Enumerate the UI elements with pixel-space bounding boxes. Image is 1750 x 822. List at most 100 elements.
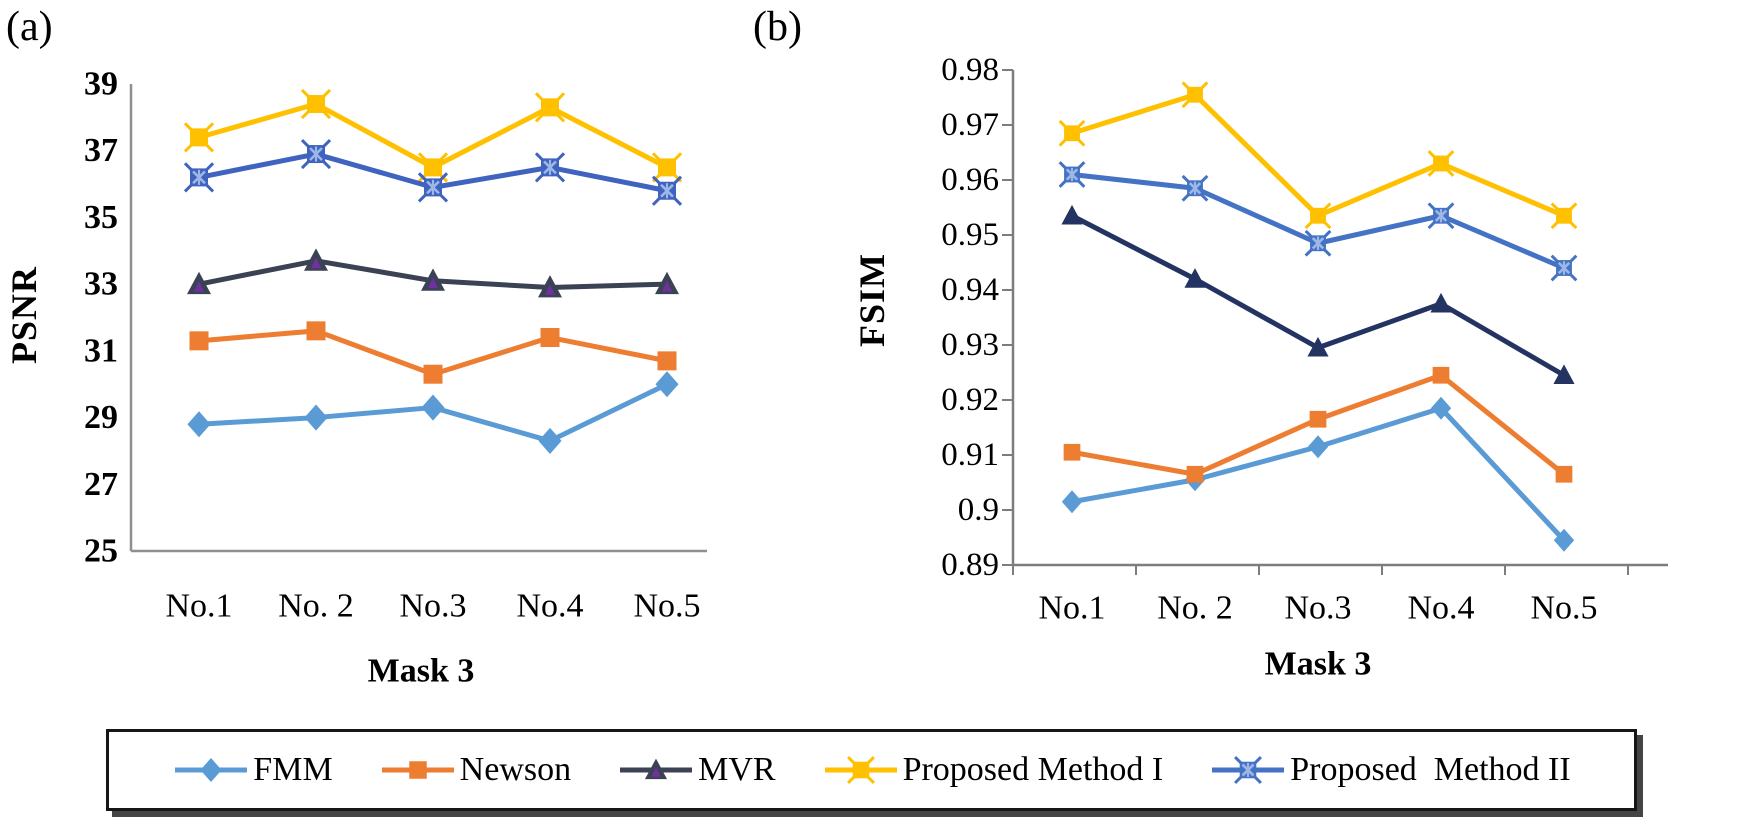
series-newson — [189, 321, 677, 384]
panel-a-label: (a) — [6, 4, 53, 50]
y-tick-label: 37 — [84, 132, 118, 169]
legend-label: Proposed Method II — [1290, 751, 1571, 788]
series-proposed-method-i — [1058, 81, 1578, 230]
marker-diamond — [187, 411, 211, 438]
y-tick-label: 0.95 — [941, 217, 999, 253]
marker-triangle — [1307, 336, 1329, 357]
series-line — [1069, 405, 1567, 543]
x-category-label: No. 2 — [1157, 590, 1233, 627]
series-line — [196, 101, 670, 170]
y-axis-title-fsim: FSIM — [852, 253, 892, 347]
marker-square — [1186, 465, 1204, 483]
marker-triangle — [1184, 268, 1206, 288]
legend-label: FMM — [253, 751, 333, 788]
marker-diamond — [200, 758, 222, 782]
marker-square-x — [1550, 202, 1578, 230]
marker-square — [189, 331, 209, 351]
y-tick-label: 0.96 — [941, 162, 999, 198]
marker-square-x — [651, 152, 683, 183]
proposed-method-i-legend-glyph — [824, 756, 897, 784]
marker-triangle — [1553, 364, 1575, 384]
marker-square-x — [417, 172, 449, 203]
marker-triangle — [538, 275, 562, 298]
legend-items: FMM Newson MVR Proposed Method I Proposed Me… — [109, 732, 1634, 808]
x-category-label: No.4 — [516, 588, 583, 625]
marker-square-x — [534, 152, 566, 183]
marker-diamond — [1307, 435, 1329, 459]
legend-item-mvr: MVR — [617, 751, 776, 789]
y-axis-title-psnr: PSNR — [4, 265, 44, 365]
y-tick-label: 25 — [84, 533, 118, 570]
x-category-label: No.4 — [1407, 590, 1474, 627]
series-mvr — [1061, 204, 1575, 384]
series-fmm — [187, 371, 679, 454]
fmm-legend-glyph — [175, 758, 248, 782]
legend-label: MVR — [698, 751, 776, 788]
marker-square-x — [846, 756, 875, 784]
y-tick-label: 0.89 — [941, 547, 999, 583]
marker-square-x — [183, 162, 215, 193]
mvr-legend-glyph — [620, 758, 693, 780]
marker-triangle — [187, 271, 211, 295]
x-category-label: No.3 — [1284, 590, 1351, 627]
y-tick-label: 39 — [84, 66, 118, 103]
y-tick-label: 0.97 — [941, 107, 999, 143]
marker-square-x — [1304, 202, 1332, 230]
series-newson — [1063, 366, 1573, 483]
marker-square-x — [1181, 174, 1209, 202]
y-tick-label: 29 — [84, 399, 118, 436]
marker-triangle — [304, 248, 328, 271]
newson-legend-glyph — [381, 761, 454, 779]
marker-triangle — [1430, 292, 1452, 313]
marker-square-x — [1427, 202, 1455, 230]
marker-diamond — [304, 404, 328, 431]
marker-square — [1555, 465, 1573, 483]
marker-square-x — [300, 138, 332, 170]
panel-b-label: (b) — [753, 4, 802, 50]
legend-item-proposed-method-i: Proposed Method I — [822, 751, 1163, 789]
marker-square — [1063, 443, 1081, 461]
charts-svg: 25 27 29 31 33 35 37 39 No.1 No. 2 No.3 No.4 No.5 Mas… — [84, 52, 1668, 690]
marker-diamond — [538, 427, 562, 454]
series-mvr — [187, 248, 679, 298]
legend-item-newson: Newson — [379, 751, 571, 789]
marker-square-x — [1058, 119, 1086, 147]
marker-square — [423, 364, 443, 384]
marker-square — [408, 761, 427, 779]
marker-diamond — [421, 394, 445, 421]
proposed-method-ii-legend-glyph — [1212, 756, 1285, 784]
marker-square-x — [1304, 229, 1332, 257]
y-tick-label: 0.93 — [941, 327, 999, 363]
x-axis-title: Mask 3 — [1265, 646, 1372, 683]
marker-square-x — [1427, 150, 1455, 177]
x-category-label: No.5 — [633, 588, 700, 625]
y-tick-label: 0.92 — [941, 382, 999, 418]
marker-square-x — [651, 175, 683, 206]
series-proposed-method-ii — [183, 138, 683, 206]
marker-square-x — [1058, 161, 1086, 188]
marker-square-x — [300, 88, 332, 120]
y-tick-label: 0.94 — [941, 272, 999, 308]
marker-square — [657, 351, 677, 371]
marker-diamond — [1061, 490, 1083, 514]
marker-triangle — [645, 758, 668, 780]
chart-b: 0.89 0.9 0.91 0.92 0.93 0.94 0.95 0.96 0.97 0.98 N… — [941, 52, 1668, 683]
series-proposed-method-ii — [1058, 161, 1578, 282]
marker-square-x — [1550, 254, 1578, 282]
marker-square — [1432, 366, 1450, 384]
marker-square — [540, 328, 560, 348]
y-tick-label: 35 — [84, 199, 118, 236]
y-tick-label: 0.91 — [941, 437, 999, 473]
legend-item-proposed-method-ii: Proposed Method II — [1209, 751, 1571, 789]
series-line — [1069, 92, 1567, 219]
marker-diamond — [1553, 528, 1575, 552]
marker-triangle — [1061, 204, 1083, 225]
x-category-label: No. 2 — [278, 588, 354, 625]
x-category-label: No.1 — [165, 588, 232, 625]
legend-item-fmm: FMM — [172, 751, 333, 789]
y-tick-label: 31 — [84, 332, 118, 369]
marker-square-x — [1181, 81, 1209, 109]
marker-diamond — [1430, 396, 1452, 420]
y-tick-label: 27 — [84, 466, 118, 503]
